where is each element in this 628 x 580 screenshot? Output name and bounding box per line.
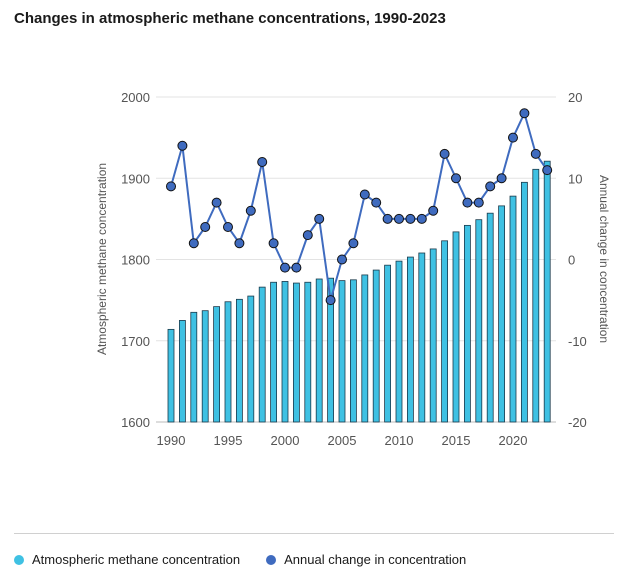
bar [498,205,506,423]
line-point [325,295,336,306]
bar [258,286,266,423]
bar [418,252,426,423]
line-point [508,132,518,143]
line-point [280,262,290,273]
bar [452,231,460,423]
bar [543,160,551,423]
legend-label-annual-change: Annual change in concentration [284,552,467,567]
bar [384,264,392,423]
bar [281,281,289,423]
y-tick-label-right: -20 [568,415,587,430]
y-tick-label-right: 20 [568,90,582,105]
line-point [416,213,427,224]
line-point [166,181,176,192]
legend-swatch-annual-change-icon [266,554,277,565]
line-point [223,222,233,232]
x-tick-label: 2005 [328,433,357,448]
line-point [519,108,530,119]
line-point [485,181,496,192]
line-point [348,238,359,249]
bar [338,280,346,423]
bar [224,301,232,423]
bar [532,168,540,423]
line-point [428,205,439,216]
line-point [371,197,382,208]
legend: Atmospheric methane concentration Annual… [14,552,466,567]
line-point [496,173,507,184]
bar [201,310,209,423]
bar [235,298,243,423]
line-point [234,238,245,249]
y-tick-label-left: 1800 [121,253,150,268]
legend-divider [14,533,614,534]
bar [178,320,186,423]
y-axis-title-right: Annual change in concentration [597,175,611,343]
bar [190,311,198,423]
line-point [291,262,302,273]
line-point [177,140,188,151]
line-point [542,165,553,176]
x-tick-label: 2020 [499,433,528,448]
bar [406,256,414,423]
x-tick-label: 1990 [157,433,186,448]
bar [349,279,357,423]
bar [247,295,255,423]
line-point [462,197,473,208]
bar [475,219,483,423]
bar [292,282,300,423]
legend-swatch-concentration-icon [14,554,24,565]
y-tick-label-right: -10 [568,334,587,349]
line-point [302,230,313,241]
bar [441,240,449,423]
y-tick-label-right: 0 [568,253,575,268]
line-point [314,213,325,224]
line-point [451,173,461,184]
bar [304,281,312,423]
x-tick-label: 2000 [271,433,300,448]
line-annual-change [170,110,549,301]
x-tick-label: 1995 [214,433,243,448]
y-tick-label-right: 10 [568,171,582,186]
chart-title: Changes in atmospheric methane concentra… [14,10,446,27]
legend-label-concentration: Atmospheric methane concentration [32,552,241,567]
line-point [439,148,450,159]
y-axis-title-left: Atmospheric methane concentration [95,163,109,355]
line-point [268,238,279,249]
y-tick-label-left: 1600 [121,415,150,430]
y-tick-label-left: 1700 [121,334,150,349]
bar [167,328,175,423]
line-point [530,148,541,159]
chart-plot: 1600 1700 1800 1900 2000 -20 -10 0 10 20 1990 1995 2… [95,90,611,448]
line-point [337,254,347,265]
line-point [257,157,268,167]
line-point [200,222,211,232]
bar [429,248,437,423]
bar [509,195,517,423]
bar [270,281,278,423]
line-point [405,213,416,224]
x-tick-label: 2015 [442,433,471,448]
bar [463,224,471,423]
bar [213,306,221,423]
bar [395,260,403,423]
y-tick-label-left: 2000 [121,90,150,105]
line-point [382,213,393,224]
bar [315,278,323,423]
bar [372,269,380,423]
legend-item-concentration[interactable]: Atmospheric methane concentration [14,552,240,567]
line-point [473,197,484,208]
line-point [394,213,404,224]
line-point [359,189,370,200]
y-tick-label-left: 1900 [121,171,150,186]
line-point [211,197,222,208]
legend-item-annual-change[interactable]: Annual change in concentration [266,552,466,567]
line-point [245,205,256,216]
bar [327,277,335,423]
x-tick-label: 2010 [385,433,414,448]
bar [521,181,528,423]
line-point [188,238,199,249]
bar [361,274,369,423]
bar [486,212,494,423]
